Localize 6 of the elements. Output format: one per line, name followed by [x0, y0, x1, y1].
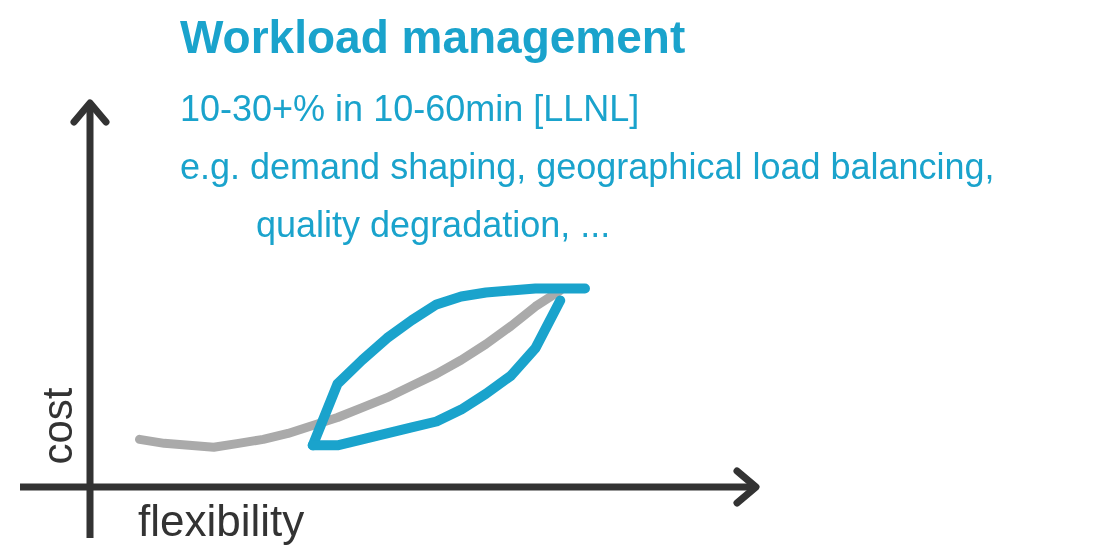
chart-title: Workload management — [180, 10, 686, 64]
y-axis-title: cost — [34, 386, 82, 467]
x-axis-title: flexibility — [138, 496, 305, 546]
text: 10-30+% in 10-60min [LLNL] — [180, 88, 640, 130]
text: quality degradation, ... — [256, 204, 611, 246]
text: e.g. demand shaping, geographical load balancing, — [180, 146, 995, 188]
